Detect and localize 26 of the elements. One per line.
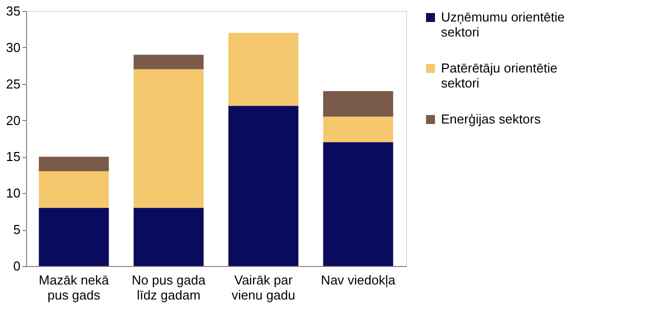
y-tick-label: 35 [6,4,20,18]
legend-label: Enerģijas sektors [441,112,542,126]
y-tick-label: 10 [6,186,20,201]
bar [134,69,204,208]
bar [323,116,394,142]
bar [38,156,109,172]
bar [38,171,109,208]
y-tick-label: 30 [6,40,20,55]
x-tick-label: Vairāk par vienu gadu [232,272,296,302]
x-tick-label: Mazāk nekā pus gads [38,272,110,302]
y-tick-label: 5 [13,222,20,238]
x-tick-label: No pus gada līdz gadam [132,272,206,302]
y-tick-label: 15 [6,149,20,164]
legend-label: Patērētāju orientētie sektori [441,60,558,90]
y-tick-label: 0 [13,258,20,274]
bar [228,32,298,106]
y-tick-label: 25 [6,76,20,92]
bar [323,142,394,266]
bar [134,54,204,70]
bar [38,208,109,266]
legend-label: Uzņēmumu orientētie sektori [441,10,565,40]
bar [228,106,298,266]
y-tick-label: 20 [6,112,20,128]
x-tick-label: Nav viedokļa [320,272,396,288]
bar [134,208,204,266]
bar [323,91,394,117]
